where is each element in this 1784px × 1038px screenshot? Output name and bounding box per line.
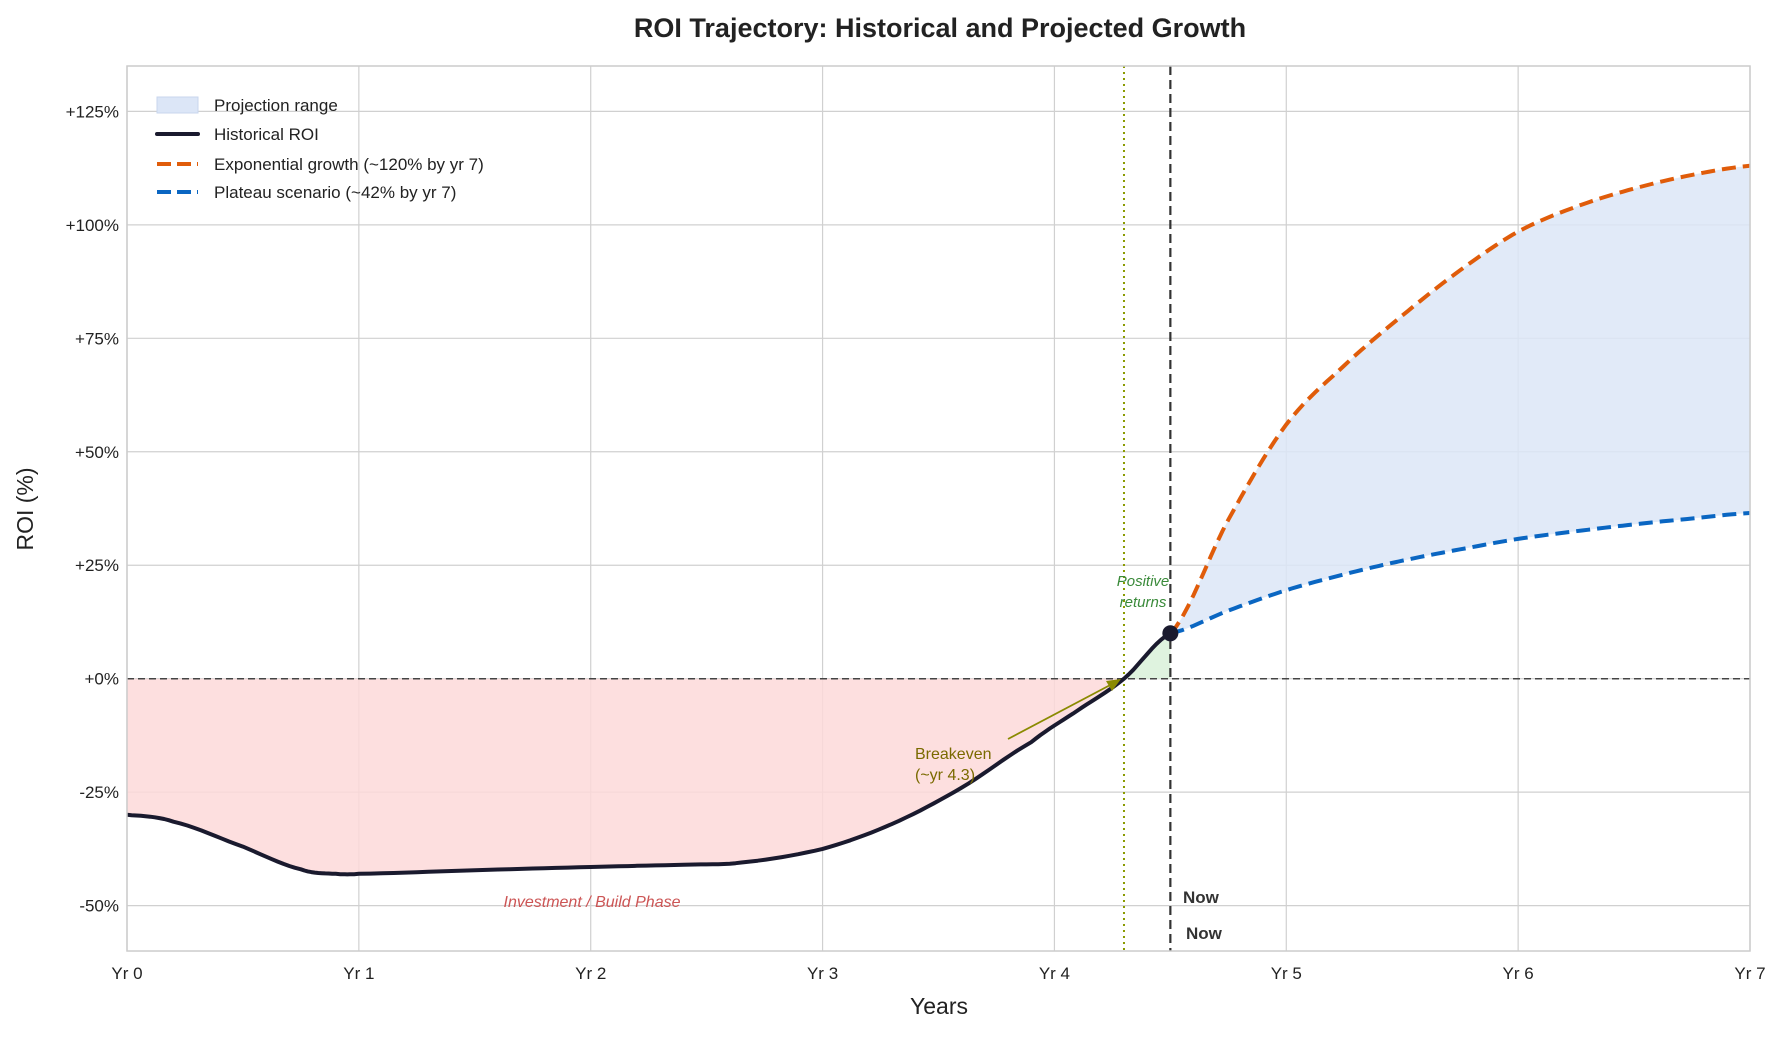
legend-swatch-projection bbox=[156, 96, 199, 114]
x-tick-label: Yr 6 bbox=[1503, 964, 1534, 983]
x-tick-label: Yr 3 bbox=[807, 964, 838, 983]
breakeven-label-year: (~yr 4.3) bbox=[915, 767, 975, 784]
legend-label-projection: Projection range bbox=[214, 96, 338, 115]
legend-label-exponential: Exponential growth (~120% by yr 7) bbox=[214, 155, 484, 174]
positive-returns-label: Positive bbox=[1117, 573, 1170, 590]
now-label-2: Now bbox=[1186, 924, 1223, 943]
legend-label-historical: Historical ROI bbox=[214, 125, 319, 144]
plot-frame bbox=[126, 65, 1751, 952]
legend: Projection range Historical ROI Exponent… bbox=[155, 96, 484, 202]
y-axis-label: ROI (%) bbox=[12, 467, 38, 550]
breakeven-label: Breakeven bbox=[915, 746, 992, 763]
legend-label-plateau: Plateau scenario (~42% by yr 7) bbox=[214, 183, 456, 202]
y-tick-label: +75% bbox=[75, 329, 119, 348]
y-tick-label: -25% bbox=[79, 783, 119, 802]
x-tick-label: Yr 0 bbox=[111, 964, 142, 983]
projection-range-area bbox=[1170, 165, 1750, 634]
now-label-1: Now bbox=[1183, 888, 1220, 907]
current-roi-marker bbox=[1162, 625, 1179, 642]
x-tick-label: Yr 1 bbox=[343, 964, 374, 983]
historical-roi-line bbox=[126, 631, 1172, 877]
x-axis-label: Years bbox=[910, 993, 968, 1019]
plot-area: Yr 0 Yr 1 Yr 2 Yr 3 Yr 4 Yr 5 Yr 6 Yr 7 -50% -25%… bbox=[66, 65, 1766, 983]
y-tick-label: +25% bbox=[75, 556, 119, 575]
phase-label: Investment / Build Phase bbox=[504, 894, 681, 911]
breakeven-arrowhead bbox=[1106, 679, 1121, 691]
y-tick-label: +50% bbox=[75, 443, 119, 462]
breakeven-arrow bbox=[1007, 682, 1115, 740]
y-tick-label: +100% bbox=[66, 216, 119, 235]
x-tick-label: Yr 5 bbox=[1271, 964, 1302, 983]
exponential-growth-line bbox=[1168, 163, 1751, 635]
y-tick-label: -50% bbox=[79, 897, 119, 916]
y-tick-label: +125% bbox=[66, 102, 119, 121]
y-tick-label: +0% bbox=[85, 670, 120, 689]
plateau-scenario-line bbox=[1169, 511, 1751, 636]
positive-returns-label-2: returns bbox=[1120, 594, 1167, 611]
x-tick-label: Yr 4 bbox=[1039, 964, 1070, 983]
chart-title: ROI Trajectory: Historical and Projected… bbox=[634, 13, 1246, 43]
x-tick-label: Yr 2 bbox=[575, 964, 606, 983]
x-tick-label: Yr 7 bbox=[1734, 964, 1765, 983]
loss-area bbox=[127, 678, 1124, 875]
